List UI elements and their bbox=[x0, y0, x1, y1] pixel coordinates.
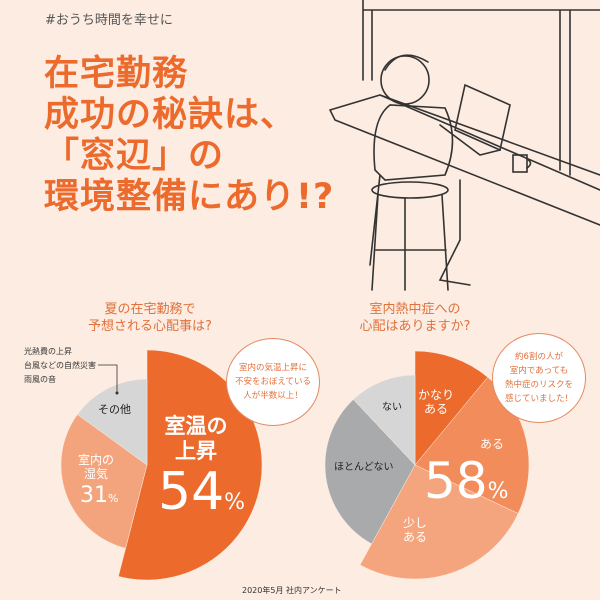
title-line: 在宅勤務 bbox=[44, 54, 189, 94]
person-at-window-illustration bbox=[329, 0, 600, 291]
slice-value-temp: 54% bbox=[158, 462, 245, 522]
chart1-title: 夏の在宅勤務で 予想される心配事は? bbox=[60, 301, 240, 335]
unit: % bbox=[108, 492, 119, 505]
slice-label-other: その他 bbox=[98, 403, 131, 416]
chart1-title-line: 夏の在宅勤務で bbox=[104, 302, 196, 317]
source-footer: 2020年5月 社内アンケート bbox=[242, 586, 342, 595]
page-title: 在宅勤務 成功の秘訣は、 「窓辺」の 環境整備にあり!? bbox=[44, 54, 334, 218]
title-line: 「窓辺」の bbox=[44, 136, 225, 176]
title-line: 環境整備にあり!? bbox=[44, 177, 335, 217]
slice-label-humidity: 室内の湿気 bbox=[77, 453, 114, 482]
chart2-slice-0 bbox=[414, 350, 489, 466]
slice-label-none: ない bbox=[382, 402, 402, 413]
callout-line: 室内の気温上昇に bbox=[238, 363, 307, 373]
slice-value-humidity: 31% bbox=[80, 483, 118, 508]
chart1-title-line: 予想される心配事は? bbox=[88, 319, 212, 334]
highlight-value: 58% bbox=[424, 452, 509, 510]
value: 31 bbox=[80, 483, 108, 508]
value: 54 bbox=[158, 462, 225, 522]
chart1-slice-2 bbox=[77, 378, 148, 466]
other-item: 光熱費の上昇 bbox=[24, 347, 72, 356]
slice-label-temp: 室温の上昇 bbox=[164, 414, 228, 463]
slice-label-very: かなりある bbox=[418, 388, 455, 417]
callout-line: 熱中症のリスクを bbox=[504, 380, 573, 390]
chart1-slice-0 bbox=[118, 349, 263, 581]
hashtag-label: #おうち時間を幸せに bbox=[45, 13, 173, 28]
slice-label-hardly: ほとんどない bbox=[334, 462, 394, 473]
callout-line: 不安をおぼえている bbox=[234, 377, 312, 387]
chart1-slice-1 bbox=[60, 414, 148, 549]
other-breakdown-list: 光熱費の上昇 台風などの自然災害 雨風の音 bbox=[24, 345, 96, 387]
chart2-callout: 約6割の人が 室内であっても 熱中症のリスクを 感じていました！ bbox=[492, 333, 586, 423]
chart2-title-line: 心配はありますか? bbox=[359, 319, 471, 334]
callout-line: 室内であっても bbox=[509, 366, 569, 376]
other-item: 雨風の音 bbox=[24, 375, 56, 384]
chart2-slice-3 bbox=[324, 399, 416, 545]
chart1-callout: 室内の気温上昇に 不安をおぼえている 人が半数以上！ bbox=[226, 338, 320, 426]
unit: % bbox=[224, 490, 246, 515]
value: 58 bbox=[424, 452, 488, 510]
title-line: 成功の秘訣は、 bbox=[44, 95, 297, 135]
unit: % bbox=[487, 479, 509, 504]
chart2-title-line: 室内熱中症への bbox=[369, 302, 461, 317]
slice-label-yes: ある bbox=[480, 437, 505, 451]
slice-label-slightly: 少しある bbox=[402, 516, 427, 545]
chart2-slice-4 bbox=[353, 374, 416, 466]
other-item: 台風などの自然災害 bbox=[24, 361, 96, 370]
callout-line: 感じていました！ bbox=[504, 394, 573, 404]
callout-line: 人が半数以上！ bbox=[243, 391, 303, 401]
chart2-title: 室内熱中症への 心配はありますか? bbox=[330, 301, 500, 335]
callout-line: 約6割の人が bbox=[515, 352, 563, 362]
